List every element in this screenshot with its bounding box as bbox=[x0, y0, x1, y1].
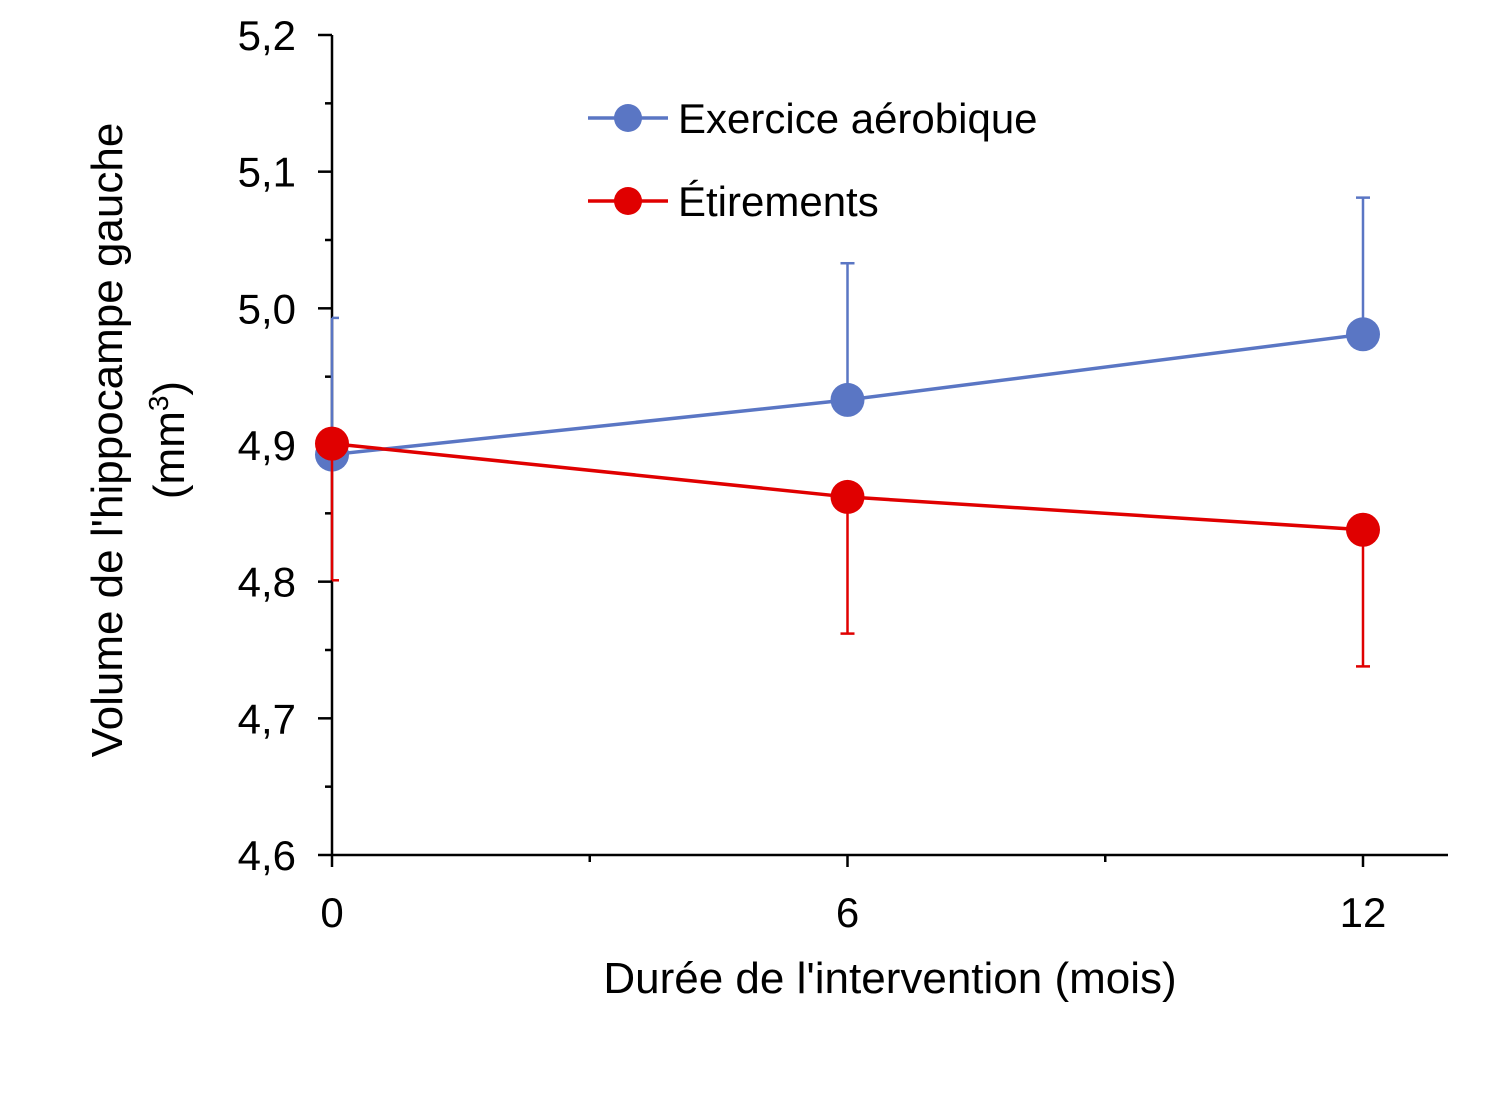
legend-label: Étirements bbox=[678, 178, 879, 225]
data-point bbox=[830, 479, 865, 514]
series-group bbox=[315, 196, 1380, 668]
y-tick-label: 5,0 bbox=[238, 285, 296, 332]
y-tick-label: 5,1 bbox=[238, 149, 296, 196]
legend-label: Exercice aérobique bbox=[678, 95, 1038, 142]
x-tick-label: 0 bbox=[320, 889, 343, 936]
series-1 bbox=[315, 426, 1380, 668]
data-point bbox=[1346, 317, 1380, 352]
data-point bbox=[315, 426, 349, 461]
x-axis-label: Durée de l'intervention (mois) bbox=[603, 954, 1176, 1003]
data-point bbox=[830, 382, 865, 417]
y-axis-unit: (mm3) bbox=[143, 381, 194, 499]
legend-marker bbox=[614, 104, 642, 132]
series-0 bbox=[315, 196, 1380, 472]
data-point bbox=[1346, 512, 1380, 547]
y-tick-label: 4,8 bbox=[238, 559, 296, 606]
legend-marker bbox=[614, 187, 642, 215]
y-tick-label: 5,2 bbox=[238, 12, 296, 59]
y-tick-label: 4,9 bbox=[238, 422, 296, 469]
y-axis-label: Volume de l'hippocampe gauche bbox=[83, 123, 132, 758]
y-tick-label: 4,6 bbox=[238, 832, 296, 879]
legend: Exercice aérobique Étirements bbox=[588, 95, 1038, 225]
y-tick-label: 4,7 bbox=[238, 695, 296, 742]
x-tick-label: 6 bbox=[836, 889, 859, 936]
x-tick-label: 12 bbox=[1340, 889, 1387, 936]
axes: 4,6 4,7 4,8 4,9 5,0 5,1 5,2 0 6 12 bbox=[238, 12, 1448, 936]
